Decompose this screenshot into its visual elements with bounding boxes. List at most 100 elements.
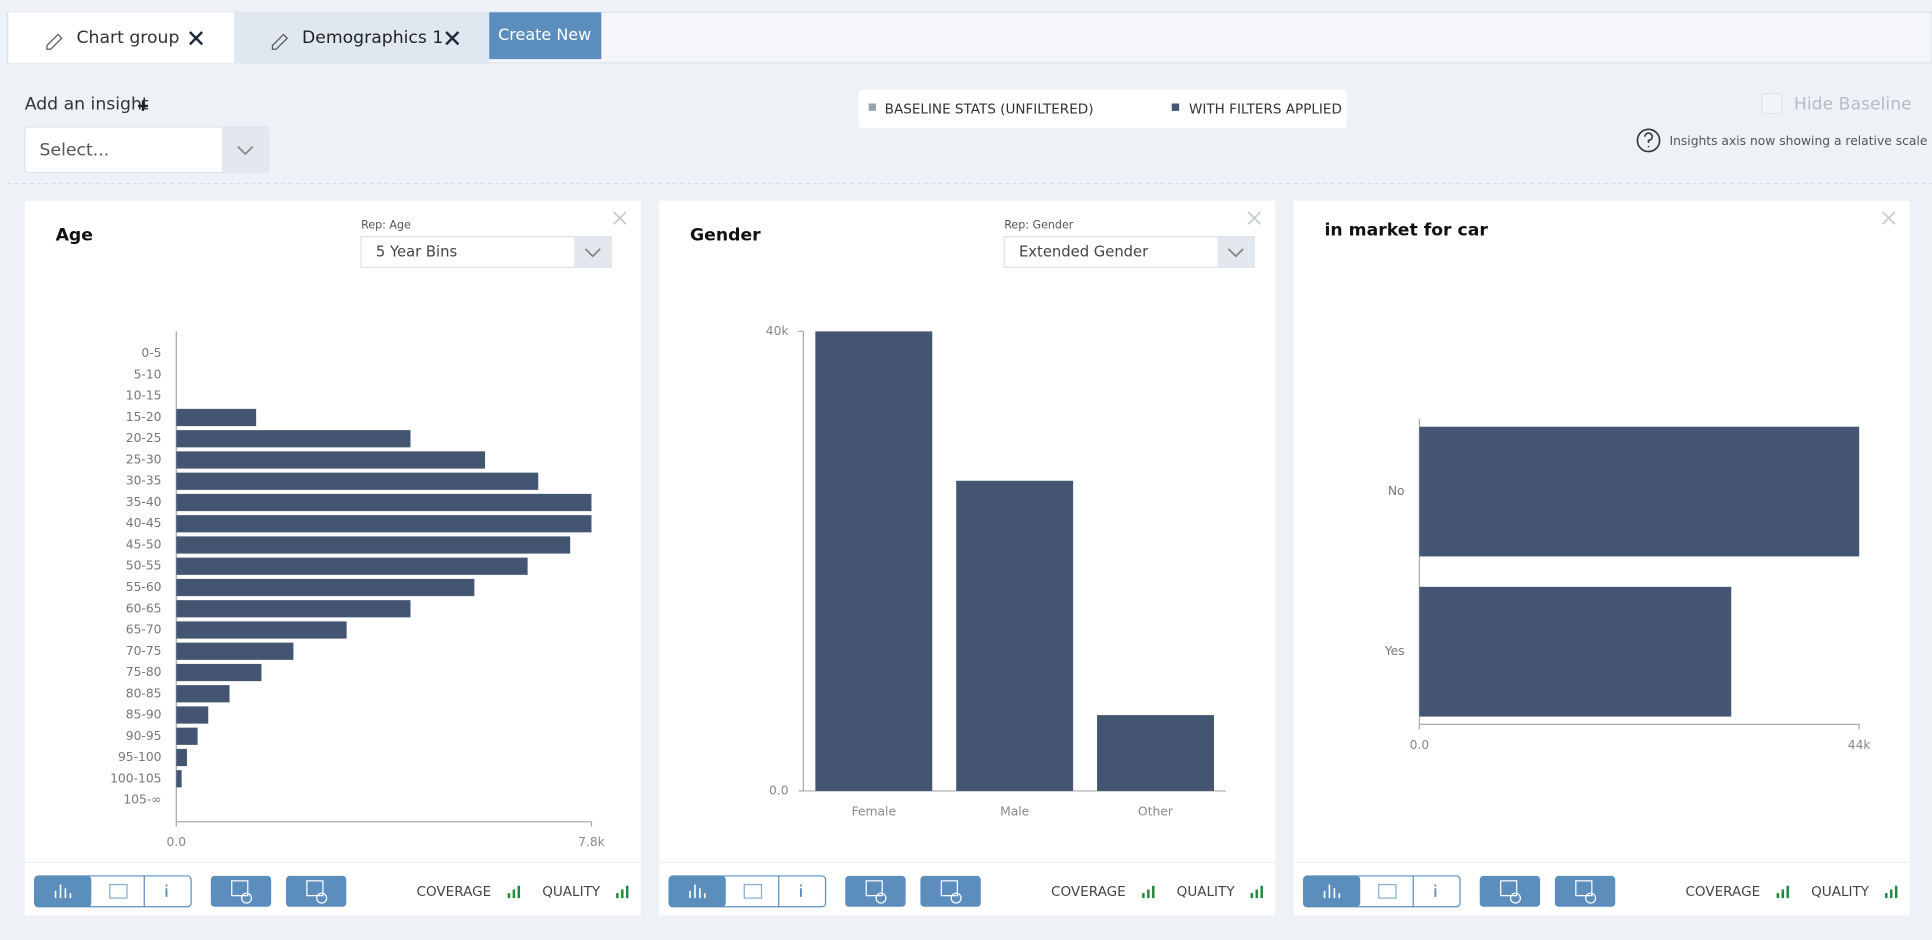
chevron xyxy=(1227,248,1244,258)
bar xyxy=(176,557,528,575)
y-tick-label: 10-15 xyxy=(126,389,162,403)
coverage-label: COVERAGE xyxy=(1685,884,1760,900)
legend-label: BASELINE STATS (UNFILTERED) xyxy=(885,102,1094,118)
signal-icon xyxy=(1885,885,1898,899)
export-icon xyxy=(1500,880,1518,897)
y-tick-label: 30-35 xyxy=(126,474,162,488)
checkbox[interactable] xyxy=(1761,93,1783,114)
chart-view[interactable] xyxy=(34,875,92,907)
signal-icon xyxy=(616,885,629,899)
close-icon[interactable] xyxy=(613,211,627,225)
signal-icon xyxy=(1776,885,1789,899)
tab[interactable] xyxy=(234,12,490,63)
bar xyxy=(176,727,198,745)
create-button[interactable] xyxy=(489,12,602,60)
dropdown-value[interactable]: Extended Gender xyxy=(1019,244,1149,261)
y-tick-label: 105-∞ xyxy=(123,793,161,807)
bar xyxy=(1419,426,1860,557)
bar xyxy=(176,451,486,469)
dropdown-value[interactable]: 5 Year Bins xyxy=(376,244,457,261)
y-tick-label: 85-90 xyxy=(126,708,162,722)
y-tick-label: 40k xyxy=(766,324,790,338)
add-insight[interactable]: Add an insight xyxy=(25,95,149,115)
select-arrow[interactable] xyxy=(221,126,269,173)
legend xyxy=(858,89,1347,129)
export-icon xyxy=(1575,880,1593,897)
chevron xyxy=(584,248,601,258)
export-icon xyxy=(231,880,249,897)
bar xyxy=(176,642,294,660)
y-tick-label: 80-85 xyxy=(126,686,162,700)
y-tick-label: 55-60 xyxy=(126,580,162,594)
bar xyxy=(176,600,411,618)
y-tick-label: 0.0 xyxy=(769,783,789,797)
x-tick-label: Male xyxy=(1000,804,1029,818)
y-tick-label: 15-20 xyxy=(126,410,162,424)
bar xyxy=(815,331,933,791)
signal-icon xyxy=(1142,885,1155,899)
y-tick-label: 20-25 xyxy=(126,431,162,445)
quality-label: QUALITY xyxy=(1177,884,1236,900)
x-tick-label: Female xyxy=(852,804,896,818)
chart-icon xyxy=(1323,884,1341,899)
y-tick-label: 40-45 xyxy=(126,516,162,530)
export-button[interactable] xyxy=(845,875,906,907)
select-placeholder[interactable]: Select... xyxy=(40,140,110,160)
export-icon xyxy=(865,880,883,897)
export-button[interactable] xyxy=(1479,875,1541,907)
quality-label: QUALITY xyxy=(1811,884,1870,900)
help-icon[interactable] xyxy=(1636,128,1661,153)
bar xyxy=(176,578,475,597)
bar xyxy=(176,430,411,448)
edit-icon xyxy=(46,33,63,50)
bar xyxy=(176,685,230,703)
export-icon xyxy=(940,880,958,897)
close-icon[interactable] xyxy=(1881,211,1896,225)
export-button[interactable] xyxy=(285,875,347,907)
table-view[interactable] xyxy=(743,883,763,899)
tab-label[interactable]: Demographics 1 xyxy=(302,28,443,48)
chart-view[interactable] xyxy=(669,875,726,907)
coverage-label: COVERAGE xyxy=(1051,884,1126,900)
y-tick-label: 50-55 xyxy=(126,559,162,573)
signal-icon xyxy=(1250,885,1263,899)
export-button[interactable] xyxy=(920,875,981,907)
export-badge xyxy=(875,892,887,904)
quality-label: QUALITY xyxy=(542,884,601,900)
export-button[interactable] xyxy=(210,875,272,907)
y-tick-label: 5-10 xyxy=(134,367,162,381)
bar xyxy=(956,480,1074,791)
y-tick-label: Yes xyxy=(1384,644,1405,658)
close-tab[interactable] xyxy=(445,31,460,46)
close-tab[interactable] xyxy=(188,31,204,46)
tab-label[interactable]: Chart group xyxy=(77,28,180,48)
dropdown-arrow[interactable] xyxy=(1217,236,1255,268)
dropdown-arrow[interactable] xyxy=(574,236,612,268)
close-icon[interactable] xyxy=(1247,211,1262,225)
export-button[interactable] xyxy=(1554,875,1616,907)
edit-icon xyxy=(271,33,289,50)
bar xyxy=(176,493,592,512)
hide-baseline[interactable]: Hide Baseline xyxy=(1794,95,1912,115)
bar xyxy=(176,536,571,554)
chart-icon xyxy=(689,884,706,899)
x-tick-label: Other xyxy=(1138,804,1174,818)
axis-note: Insights axis now showing a relative sca… xyxy=(1669,134,1927,148)
table-view[interactable] xyxy=(109,883,128,899)
dropdown[interactable] xyxy=(1003,235,1255,268)
rep-label: Rep: Gender xyxy=(1004,218,1074,231)
y-tick-label: 25-30 xyxy=(126,452,162,466)
chart-title: Gender xyxy=(690,225,761,245)
create-label[interactable]: Create New xyxy=(498,25,591,44)
bar xyxy=(176,748,187,767)
footer-space xyxy=(7,931,1932,937)
chevron xyxy=(237,145,254,156)
help-glyph xyxy=(1644,132,1653,148)
table-view[interactable] xyxy=(1378,883,1397,899)
dropdown[interactable] xyxy=(360,235,612,268)
panel xyxy=(1293,200,1910,916)
chart-view[interactable] xyxy=(1303,875,1361,907)
y-tick-label: No xyxy=(1388,484,1405,498)
